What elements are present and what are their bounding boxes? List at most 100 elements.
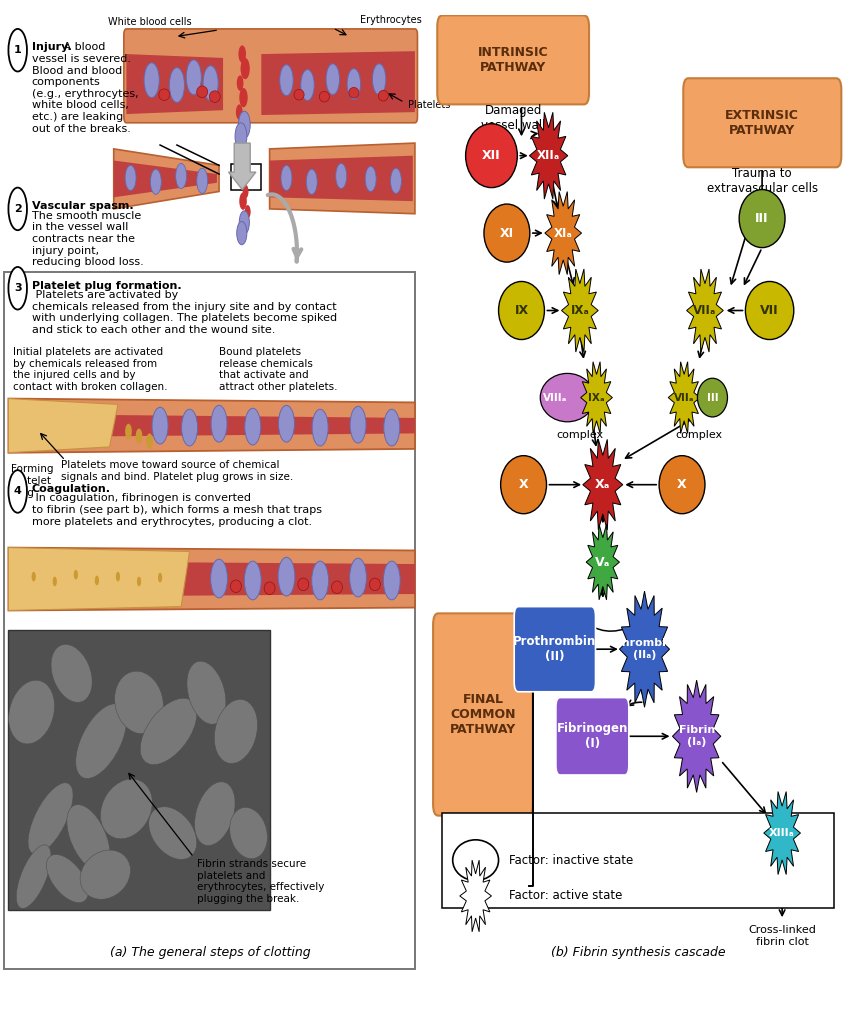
Text: EXTRINSIC
PATHWAY: EXTRINSIC PATHWAY [725, 109, 799, 137]
FancyBboxPatch shape [443, 813, 834, 907]
FancyBboxPatch shape [437, 15, 589, 104]
Ellipse shape [379, 90, 388, 101]
Text: XIIIₐ: XIIIₐ [769, 828, 795, 838]
Circle shape [300, 70, 314, 100]
Text: XI: XI [500, 226, 514, 240]
Circle shape [125, 165, 136, 190]
Ellipse shape [140, 698, 197, 765]
Ellipse shape [298, 579, 309, 591]
Ellipse shape [369, 579, 380, 591]
Text: Cross-linked
fibrin clot: Cross-linked fibrin clot [748, 925, 816, 946]
Polygon shape [9, 548, 415, 610]
Circle shape [235, 123, 247, 150]
Text: XIₐ: XIₐ [554, 226, 573, 240]
Text: Prothrombin
(II): Prothrombin (II) [513, 635, 597, 664]
Circle shape [236, 104, 243, 120]
Circle shape [244, 561, 261, 600]
Text: Platelet plug formation.: Platelet plug formation. [31, 281, 181, 291]
Polygon shape [562, 269, 598, 352]
Ellipse shape [159, 89, 169, 100]
Circle shape [311, 561, 328, 600]
FancyBboxPatch shape [9, 630, 270, 910]
FancyBboxPatch shape [683, 78, 842, 167]
Circle shape [239, 88, 248, 108]
Circle shape [365, 166, 376, 191]
Circle shape [175, 164, 186, 188]
Circle shape [186, 59, 202, 94]
Text: Bound platelets
release chemicals
that activate and
attract other platelets.: Bound platelets release chemicals that a… [219, 347, 338, 392]
Circle shape [9, 267, 27, 309]
Text: Injury.: Injury. [31, 42, 71, 52]
Circle shape [373, 63, 386, 94]
Text: Trauma to
extravascular cells: Trauma to extravascular cells [706, 167, 818, 196]
Text: Vascular spasm.: Vascular spasm. [31, 201, 134, 211]
Text: Damaged
vessel wall: Damaged vessel wall [481, 104, 545, 132]
Polygon shape [9, 398, 118, 453]
Text: 3: 3 [14, 284, 21, 293]
Text: X: X [519, 478, 528, 492]
Text: Platelets are activated by
chemicals released from the injury site and by contac: Platelets are activated by chemicals rel… [31, 290, 337, 335]
Ellipse shape [294, 89, 304, 100]
Polygon shape [9, 398, 415, 453]
Text: White blood cells: White blood cells [108, 17, 191, 27]
Polygon shape [9, 548, 190, 610]
Ellipse shape [16, 845, 51, 908]
Ellipse shape [149, 807, 197, 859]
Text: Platelets: Platelets [408, 100, 450, 111]
Ellipse shape [230, 807, 267, 859]
Ellipse shape [499, 282, 545, 340]
Text: complex: complex [557, 429, 603, 439]
Ellipse shape [465, 124, 517, 187]
Text: A blood
vessel is severed.
Blood and blood
components
(e.g., erythrocytes,
white: A blood vessel is severed. Blood and blo… [31, 42, 138, 134]
Circle shape [31, 571, 36, 582]
Circle shape [391, 168, 402, 194]
FancyBboxPatch shape [124, 29, 418, 123]
Polygon shape [270, 143, 415, 214]
Circle shape [245, 409, 260, 445]
Text: VIIₐ: VIIₐ [674, 392, 694, 402]
Polygon shape [545, 191, 581, 274]
Ellipse shape [28, 782, 73, 854]
FancyBboxPatch shape [433, 613, 533, 816]
Text: In coagulation, fibrinogen is converted
to fibrin (see part b), which forms a me: In coagulation, fibrinogen is converted … [31, 494, 322, 526]
Ellipse shape [745, 282, 794, 340]
Polygon shape [668, 361, 700, 433]
Circle shape [53, 577, 57, 587]
Circle shape [74, 569, 78, 580]
Circle shape [245, 205, 251, 218]
Text: IXₐ: IXₐ [570, 304, 589, 317]
Ellipse shape [100, 779, 152, 839]
Text: Fibrin
(Iₐ): Fibrin (Iₐ) [678, 725, 715, 748]
Circle shape [278, 557, 295, 596]
Text: IX: IX [515, 304, 528, 317]
Ellipse shape [484, 204, 530, 262]
Polygon shape [687, 269, 723, 352]
Text: XII: XII [483, 150, 500, 162]
Ellipse shape [540, 374, 595, 422]
Circle shape [278, 406, 294, 442]
Text: VII: VII [760, 304, 779, 317]
Polygon shape [580, 361, 613, 433]
Circle shape [146, 433, 153, 449]
Text: Factor: active state: Factor: active state [509, 890, 622, 902]
Text: complex: complex [675, 429, 722, 439]
Circle shape [280, 65, 294, 95]
Circle shape [144, 62, 159, 97]
Ellipse shape [231, 580, 242, 593]
Ellipse shape [209, 91, 220, 102]
Circle shape [306, 169, 317, 195]
Circle shape [238, 45, 246, 62]
Ellipse shape [195, 781, 235, 846]
Ellipse shape [197, 86, 208, 97]
Text: III: III [706, 392, 718, 402]
Ellipse shape [500, 456, 546, 514]
Ellipse shape [51, 644, 92, 702]
Polygon shape [460, 860, 492, 932]
Circle shape [181, 410, 197, 446]
Ellipse shape [698, 378, 728, 417]
Ellipse shape [214, 699, 258, 764]
Text: III: III [756, 212, 768, 225]
Polygon shape [583, 439, 623, 530]
Ellipse shape [187, 662, 226, 724]
Circle shape [383, 561, 400, 600]
